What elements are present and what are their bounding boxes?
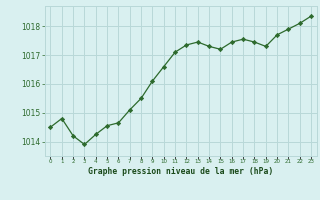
X-axis label: Graphe pression niveau de la mer (hPa): Graphe pression niveau de la mer (hPa) [88,167,273,176]
